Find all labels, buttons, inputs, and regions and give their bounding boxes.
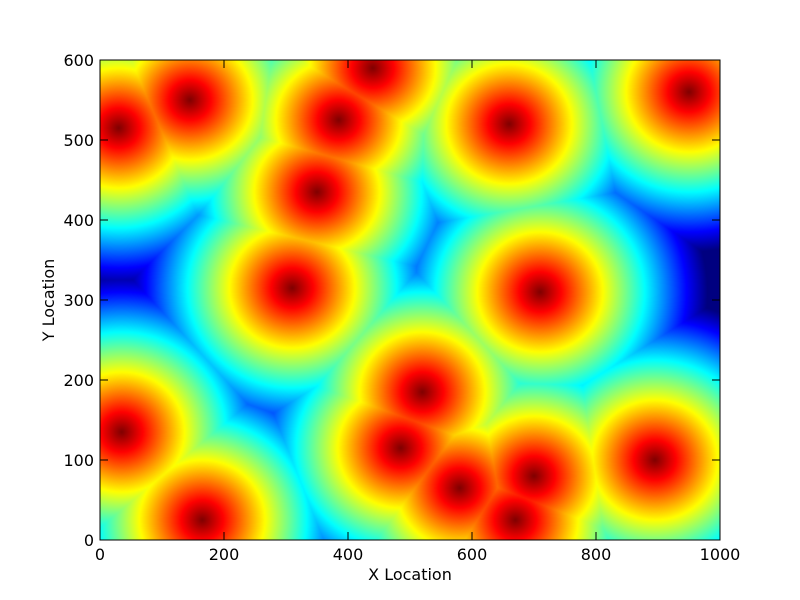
x-axis-ticks: 0 200 400 600 800 1000	[95, 60, 740, 564]
x-tick-label: 1000	[700, 545, 741, 564]
plot-border	[100, 60, 720, 540]
y-tick-label: 300	[63, 291, 94, 310]
x-tick-label: 0	[95, 545, 105, 564]
x-tick-label: 800	[581, 545, 612, 564]
y-tick-label: 400	[63, 211, 94, 230]
y-tick-label: 100	[63, 451, 94, 470]
x-tick-label: 200	[209, 545, 240, 564]
x-tick-label: 600	[457, 545, 488, 564]
y-axis-ticks: 0 100 200 300 400 500 600	[63, 51, 720, 550]
y-tick-label: 0	[84, 531, 94, 550]
x-axis-label: X Location	[368, 565, 452, 584]
y-tick-label: 600	[63, 51, 94, 70]
x-tick-label: 400	[333, 545, 364, 564]
y-tick-label: 200	[63, 371, 94, 390]
axes-frame	[100, 60, 720, 540]
y-axis-label: Y Location	[39, 259, 58, 343]
y-tick-label: 500	[63, 131, 94, 150]
